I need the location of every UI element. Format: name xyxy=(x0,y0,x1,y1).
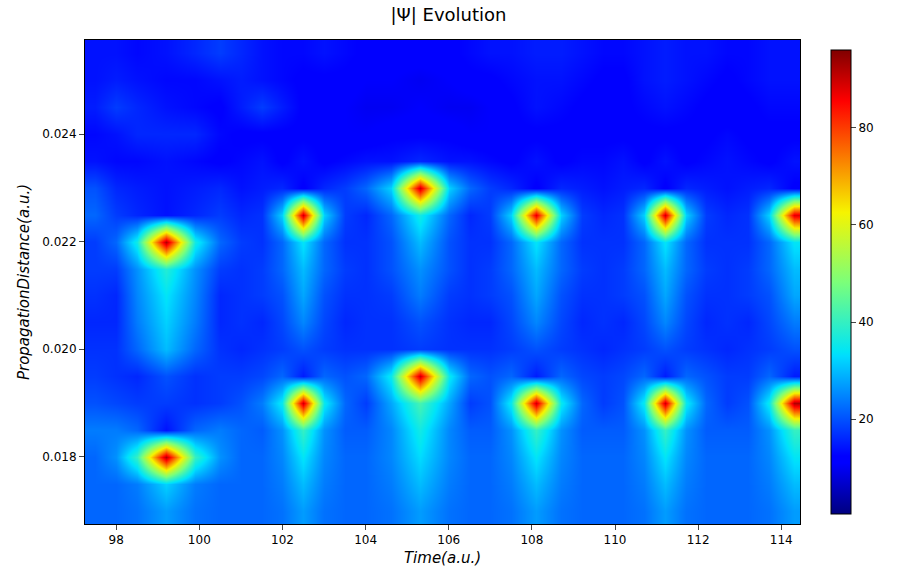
svg-text:112: 112 xyxy=(687,533,710,547)
svg-text:114: 114 xyxy=(770,533,793,547)
svg-text:0.024: 0.024 xyxy=(42,127,76,141)
svg-text:20: 20 xyxy=(858,412,873,426)
svg-text:104: 104 xyxy=(354,533,377,547)
svg-text:Time(a.u.): Time(a.u.) xyxy=(404,549,481,567)
svg-text:0.020: 0.020 xyxy=(42,342,76,356)
svg-text:108: 108 xyxy=(520,533,543,547)
svg-text:110: 110 xyxy=(604,533,627,547)
svg-text:0.018: 0.018 xyxy=(42,450,76,464)
svg-text:0.022: 0.022 xyxy=(42,235,76,249)
svg-text:PropagationDistance(a.u.): PropagationDistance(a.u.) xyxy=(15,184,33,380)
svg-text:60: 60 xyxy=(858,218,873,232)
svg-text:106: 106 xyxy=(437,533,460,547)
svg-text:40: 40 xyxy=(858,315,873,329)
svg-text:|Ψ| Evolution: |Ψ| Evolution xyxy=(391,4,507,25)
svg-text:80: 80 xyxy=(858,121,873,135)
svg-text:98: 98 xyxy=(109,533,124,547)
svg-text:102: 102 xyxy=(271,533,294,547)
svg-text:100: 100 xyxy=(188,533,211,547)
